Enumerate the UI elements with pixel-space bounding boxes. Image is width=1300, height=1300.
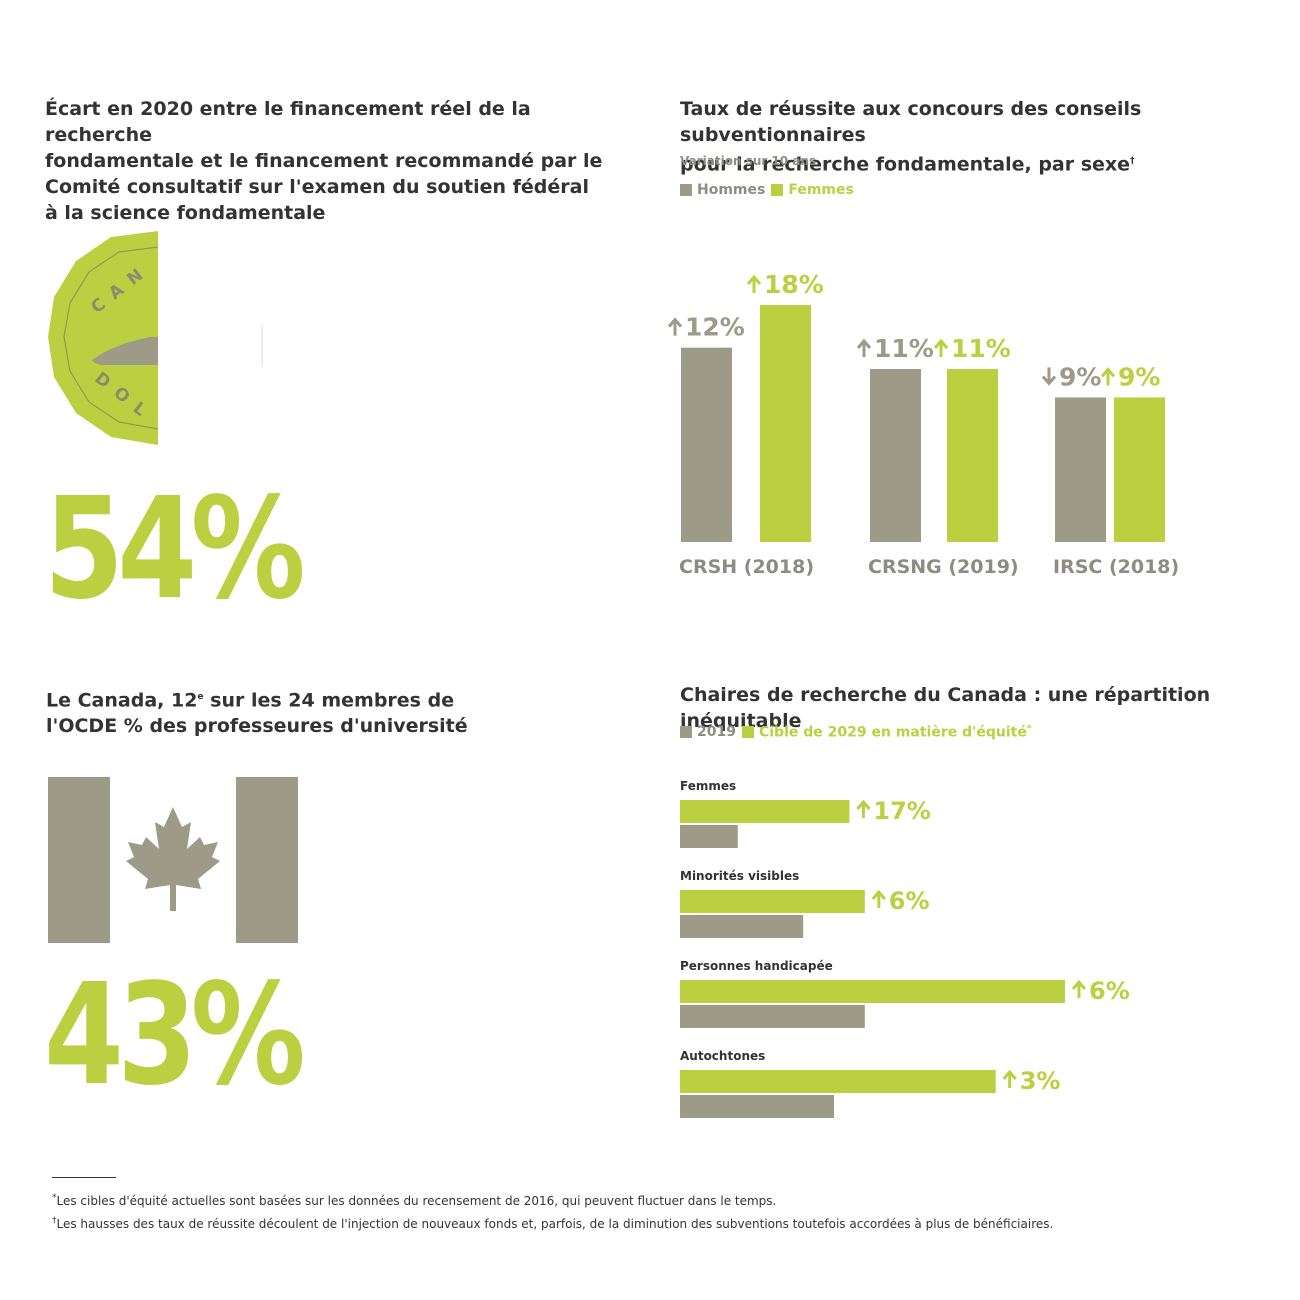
legend-label-target: Cible de 2029 en matière d'équité* (759, 724, 1032, 741)
dagger-mark: † (1130, 156, 1135, 166)
bar-value-label: 12% (685, 313, 745, 342)
bar-women (947, 368, 998, 542)
success-rate-bar-chart: 12% 18% CRSH (2018) 11% 11% CRSNG (2019) 9% 9% I… (667, 270, 1179, 578)
legend-label-women: Femmes (788, 182, 854, 198)
bar-2019 (680, 1005, 865, 1028)
change-value-label: 3% (1020, 1067, 1061, 1095)
footnote-a-mark: * (52, 1193, 57, 1203)
bar-value-label: 11% (874, 334, 934, 363)
legend-label-target-text: Cible de 2029 en matière d'équité (758, 724, 1027, 741)
bar-men (870, 368, 921, 542)
bar-value-label: 9% (1118, 362, 1160, 391)
bar-target-2029 (680, 890, 865, 913)
bar-target-2029 (680, 980, 1065, 1003)
bar-2019 (680, 915, 804, 938)
arrow-up-icon (856, 338, 872, 357)
arrow-up-icon (856, 799, 871, 818)
footnote-divider (52, 1177, 116, 1178)
bar-target-2029 (680, 800, 850, 823)
category-label: Autochtones (680, 1049, 765, 1063)
success-chart-title-line: Taux de réussite aux concours des consei… (680, 98, 1142, 146)
legend-swatch-target (741, 726, 754, 739)
bar-value-label: 18% (764, 270, 824, 299)
arrow-up-icon (1071, 979, 1087, 998)
bar-women (1114, 397, 1165, 542)
category-label: CRSH (2018) (679, 556, 814, 578)
canada-flag-icon (48, 777, 298, 943)
category-label: Personnes handicapée (680, 959, 833, 973)
change-value-label: 17% (873, 797, 930, 825)
gap-title-line: Comité consultatif sur l'examen du souti… (45, 176, 589, 198)
success-chart-subtitle: Variation sur 10 ans (680, 154, 817, 168)
loonie-coin-icon: CAN DOL (48, 231, 263, 445)
bar-men (1055, 397, 1106, 542)
arrow-up-icon (1002, 1069, 1017, 1088)
arrow-down-icon (1041, 367, 1057, 386)
footnote-a-text: Les cibles d'équité actuelles sont basée… (56, 1194, 777, 1208)
category-label: IRSC (2018) (1053, 556, 1179, 578)
arrow-up-icon (1100, 367, 1116, 386)
bar-value-label: 11% (951, 334, 1011, 363)
bar-value-label: 9% (1059, 362, 1101, 391)
legend-swatch-men (680, 184, 692, 196)
change-value-label: 6% (1089, 977, 1130, 1005)
gap-title-line: Écart en 2020 entre le financement réel … (45, 98, 531, 146)
arrow-up-icon (933, 338, 949, 357)
legend-label-men: Hommes (697, 182, 766, 198)
success-chart-title-line: pour la recherche fondamentale, par sexe… (680, 148, 1280, 177)
chairs-bar-chart: Femmes 17% Minorités visibles 6% Personnes h… (680, 779, 1130, 1118)
professors-title: Le Canada, 12e sur les 24 membres de l'O… (46, 684, 606, 739)
professors-title-part: sur les 24 membres de (203, 689, 455, 712)
footnote-b: †Les hausses des taux de réussite découl… (52, 1211, 1272, 1234)
category-label: Minorités visibles (680, 869, 799, 883)
bar-2019 (680, 825, 738, 848)
professors-big-value: 43% (44, 954, 306, 1117)
arrow-up-icon (746, 274, 762, 293)
chairs-chart-legend: 2019 Cible de 2029 en matière d'équité* (680, 724, 1032, 741)
bar-2019 (680, 1095, 834, 1118)
category-label: Femmes (680, 779, 736, 793)
success-chart-title: Taux de réussite aux concours des consei… (680, 96, 1280, 177)
gap-title: Écart en 2020 entre le financement réel … (45, 96, 605, 226)
category-label: CRSNG (2019) (868, 556, 1019, 578)
professors-title-line: l'OCDE % des professeures d'université (46, 715, 468, 738)
footnote-b-text: Les hausses des taux de réussite découle… (56, 1217, 1054, 1231)
arrow-up-icon (871, 889, 886, 908)
arrow-up-icon (667, 317, 683, 336)
bar-women (760, 305, 811, 542)
ordinal-superscript: e (197, 692, 204, 702)
gap-title-line: à la science fondamentale (45, 202, 326, 224)
bar-target-2029 (680, 1070, 996, 1093)
professors-title-line: Le Canada, 12e sur les 24 membres de (46, 684, 606, 713)
bar-men (681, 347, 732, 542)
asterisk-mark: * (1026, 724, 1032, 734)
success-chart-legend: Hommes Femmes (680, 182, 854, 198)
footnote-b-mark: † (52, 1216, 57, 1226)
legend-swatch-2019 (680, 726, 692, 739)
professors-title-part: Le Canada, 12 (46, 689, 198, 712)
legend-label-2019: 2019 (697, 724, 736, 741)
gap-big-value: 54% (44, 468, 306, 631)
chairs-chart-title: Chaires de recherche du Canada : une rép… (680, 684, 1211, 732)
footnote-a: *Les cibles d'équité actuelles sont basé… (52, 1188, 1272, 1211)
footnotes: *Les cibles d'équité actuelles sont basé… (52, 1188, 1272, 1234)
change-value-label: 6% (889, 887, 930, 915)
gap-title-line: fondamentale et le financement recommand… (45, 150, 603, 172)
success-chart-title-part: pour la recherche fondamentale, par sexe (680, 153, 1131, 176)
legend-swatch-women (771, 184, 784, 196)
